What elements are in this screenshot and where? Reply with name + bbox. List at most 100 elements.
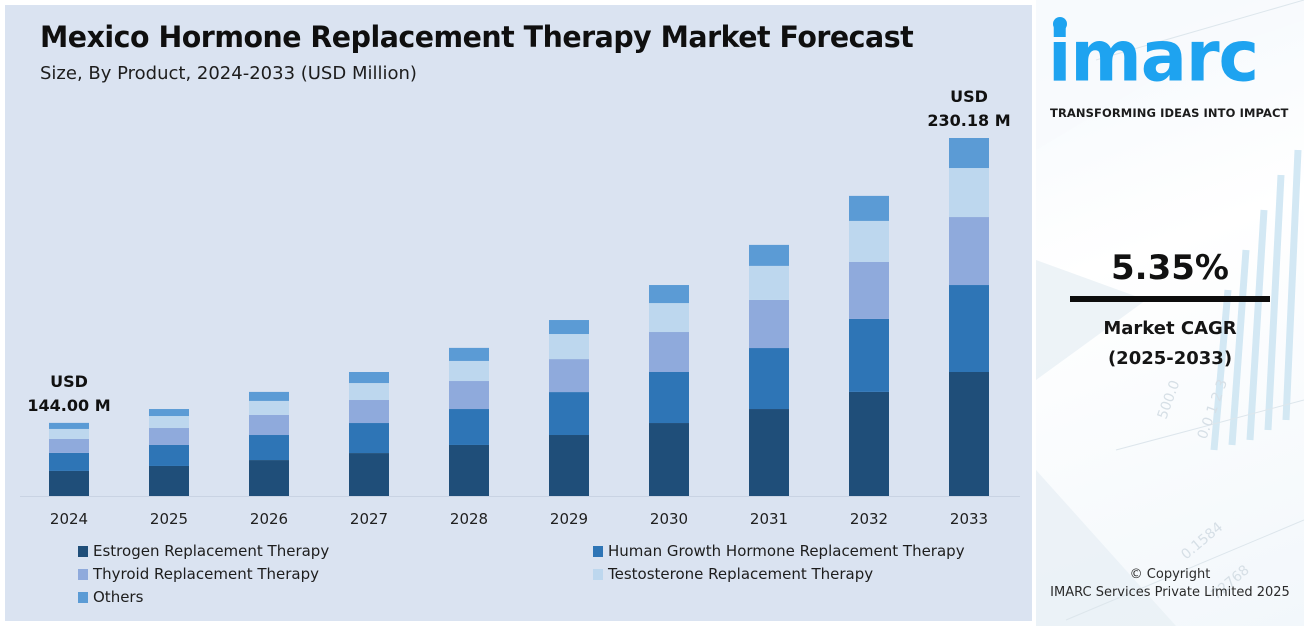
x-tick-label: 2025 — [150, 510, 188, 528]
svg-text:0.0 1 2 3: 0.0 1 2 3 — [1195, 377, 1231, 441]
legend: Estrogen Replacement Therapy Human Growt… — [78, 542, 978, 612]
bar-segment-2030-estrogen-replacement-therapy — [649, 423, 689, 496]
bar-segment-2028-estrogen-replacement-therapy — [449, 444, 489, 496]
x-tick-label: 2026 — [250, 510, 288, 528]
legend-label: Human Growth Hormone Replacement Therapy — [608, 542, 965, 560]
legend-swatch — [78, 591, 88, 603]
total-label-2024: USD — [50, 372, 88, 391]
bar-segment-2024-others — [49, 422, 89, 429]
chart-subtitle: Size, By Product, 2024-2033 (USD Million… — [40, 63, 417, 84]
svg-text:500.0: 500.0 — [1155, 378, 1184, 421]
bar-segment-2025-human-growth-hormone-replacement-therapy — [149, 444, 189, 466]
bar-segment-2032-others — [849, 195, 889, 221]
bar-segment-2030-human-growth-hormone-replacement-therapy — [649, 372, 689, 424]
bar-segment-2030-thyroid-replacement-therapy — [649, 332, 689, 372]
bar-segment-2024-estrogen-replacement-therapy — [49, 470, 89, 496]
bar-segment-2029-human-growth-hormone-replacement-therapy — [549, 392, 589, 436]
total-annotations: USD 144.00 M USD 230.18 M — [27, 87, 1010, 415]
bar-segment-2026-thyroid-replacement-therapy — [249, 414, 289, 436]
bar-segment-2028-human-growth-hormone-replacement-therapy — [449, 409, 489, 445]
bar-segment-2026-human-growth-hormone-replacement-therapy — [249, 435, 289, 461]
bar-segment-2031-others — [749, 244, 789, 266]
bar-segment-2029-others — [549, 320, 589, 335]
legend-label: Thyroid Replacement Therapy — [93, 565, 320, 583]
bar-segment-2033-others — [949, 138, 989, 169]
legend-item-estrogen: Estrogen Replacement Therapy — [78, 542, 329, 560]
bar-segment-2024-thyroid-replacement-therapy — [49, 438, 89, 453]
bar-segment-2024-testosterone-replacement-therapy — [49, 428, 89, 439]
cagr-period: (2025-2033) — [1107, 348, 1233, 369]
svg-text:0.1584: 0.1584 — [1178, 519, 1226, 563]
total-label-2033: USD — [950, 87, 988, 106]
bar-segment-2027-testosterone-replacement-therapy — [349, 383, 389, 401]
total-label-2033: 230.18 M — [927, 111, 1010, 130]
copyright-notice: © Copyright — [1129, 567, 1211, 582]
sidebar-panel: 500.0 0.0 1 2 3 0.1584 72768 imarc TRANS… — [1036, 0, 1304, 626]
legend-swatch — [593, 568, 603, 580]
bar-segment-2028-others — [449, 347, 489, 361]
legend-label: Others — [93, 588, 144, 606]
legend-swatch — [78, 568, 88, 580]
imarc-logo: imarc — [1048, 16, 1259, 98]
bar-segment-2032-thyroid-replacement-therapy — [849, 262, 889, 319]
bars-layer — [49, 138, 989, 496]
bar-segment-2032-estrogen-replacement-therapy — [849, 391, 889, 496]
legend-label: Testosterone Replacement Therapy — [608, 565, 874, 583]
x-tick-label: 2024 — [50, 510, 88, 528]
bar-segment-2028-testosterone-replacement-therapy — [449, 360, 489, 382]
bar-segment-2026-estrogen-replacement-therapy — [249, 460, 289, 496]
legend-item-hgh: Human Growth Hormone Replacement Therapy — [593, 542, 965, 560]
bar-segment-2031-estrogen-replacement-therapy — [749, 409, 789, 496]
x-tick-label: 2029 — [550, 510, 588, 528]
bar-segment-2030-others — [649, 285, 689, 304]
x-tick-label: 2030 — [650, 510, 688, 528]
bar-segment-2028-thyroid-replacement-therapy — [449, 381, 489, 410]
bar-segment-2025-others — [149, 409, 189, 417]
bar-segment-2033-human-growth-hormone-replacement-therapy — [949, 285, 989, 372]
bar-segment-2027-estrogen-replacement-therapy — [349, 453, 389, 496]
bar-segment-2030-testosterone-replacement-therapy — [649, 303, 689, 333]
bar-segment-2029-testosterone-replacement-therapy — [549, 334, 589, 360]
bar-segment-2033-testosterone-replacement-therapy — [949, 168, 989, 218]
bar-segment-2024-human-growth-hormone-replacement-therapy — [49, 452, 89, 471]
legend-label: Estrogen Replacement Therapy — [93, 542, 330, 560]
legend-item-testosterone: Testosterone Replacement Therapy — [593, 565, 873, 583]
bar-segment-2029-thyroid-replacement-therapy — [549, 359, 589, 393]
chart-title: Mexico Hormone Replacement Therapy Marke… — [40, 20, 914, 54]
legend-swatch — [78, 545, 88, 557]
bar-segment-2031-testosterone-replacement-therapy — [749, 265, 789, 300]
x-tick-label: 2028 — [450, 510, 488, 528]
bar-segment-2031-human-growth-hormone-replacement-therapy — [749, 348, 789, 410]
bar-segment-2029-estrogen-replacement-therapy — [549, 435, 589, 496]
bar-segment-2032-testosterone-replacement-therapy — [849, 220, 889, 262]
bar-segment-2025-thyroid-replacement-therapy — [149, 428, 189, 445]
bar-segment-2025-testosterone-replacement-therapy — [149, 416, 189, 429]
x-tick-label: 2027 — [350, 510, 388, 528]
copyright-holder: IMARC Services Private Limited 2025 — [1050, 585, 1290, 600]
total-label-2024: 144.00 M — [27, 396, 110, 415]
stacked-bar-chart: 2024 2025 2026 2027 2028 2029 2030 2031 2032 2033… — [20, 87, 1020, 528]
x-tick-label: 2031 — [750, 510, 788, 528]
legend-swatch — [593, 545, 603, 557]
x-tick-label: 2033 — [950, 510, 988, 528]
bar-segment-2025-estrogen-replacement-therapy — [149, 465, 189, 496]
x-tick-labels: 2024 2025 2026 2027 2028 2029 2030 2031 2032 2033 — [50, 510, 988, 528]
bar-segment-2027-others — [349, 372, 389, 384]
x-tick-label: 2032 — [850, 510, 888, 528]
bar-segment-2031-thyroid-replacement-therapy — [749, 299, 789, 349]
bar-segment-2033-thyroid-replacement-therapy — [949, 217, 989, 286]
bar-segment-2026-testosterone-replacement-therapy — [249, 400, 289, 415]
legend-item-others: Others — [78, 588, 143, 606]
logo-tagline: TRANSFORMING IDEAS INTO IMPACT — [1050, 106, 1289, 120]
bar-segment-2027-human-growth-hormone-replacement-therapy — [349, 423, 389, 454]
cagr-label: Market CAGR — [1103, 318, 1237, 339]
decorative-background-chart: 500.0 0.0 1 2 3 0.1584 72768 — [1036, 0, 1304, 626]
bar-segment-2026-others — [249, 391, 289, 401]
bar-segment-2027-thyroid-replacement-therapy — [349, 400, 389, 424]
cagr-divider — [1070, 296, 1270, 302]
cagr-value: 5.35% — [1111, 248, 1229, 288]
bar-segment-2033-estrogen-replacement-therapy — [949, 372, 989, 496]
bar-segment-2032-human-growth-hormone-replacement-therapy — [849, 318, 889, 392]
logo-dot-icon — [1053, 17, 1067, 31]
legend-item-thyroid: Thyroid Replacement Therapy — [78, 565, 319, 583]
